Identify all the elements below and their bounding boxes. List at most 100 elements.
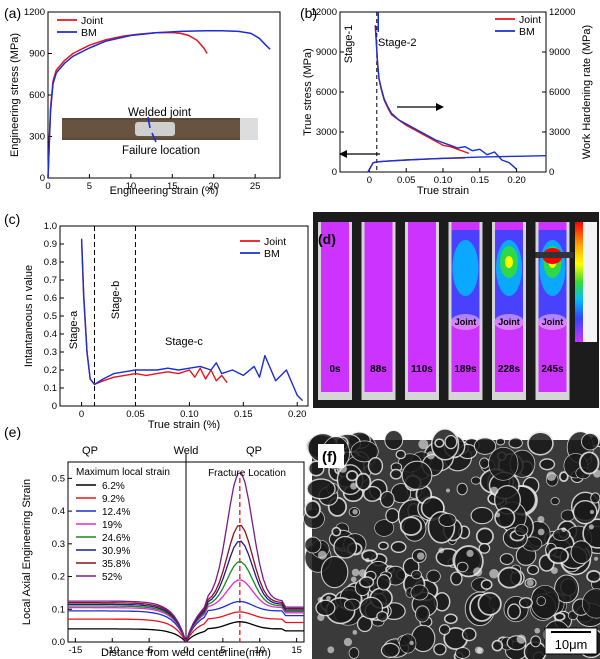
y-tick-label: 1200 <box>24 7 45 18</box>
dic-strain-field <box>321 222 349 392</box>
dimple <box>376 574 391 591</box>
x-tick-label: 15 <box>291 645 302 656</box>
dimple <box>473 437 497 455</box>
joint-label: Joint <box>498 317 520 327</box>
dimple <box>355 472 372 491</box>
dic-strain-field <box>364 222 393 392</box>
y-tick-label: 6000 <box>316 87 337 98</box>
dic-time-label: 0s <box>329 364 341 375</box>
y-tick-label: 0.1 <box>44 383 57 394</box>
axes-c: 0 0.05 0.10 0.15 0.20 0 0.1 0.2 0.3 0.4 0.5 0.6 0.7 0… <box>44 221 307 420</box>
dimple <box>507 603 521 620</box>
dimple <box>497 566 523 589</box>
x-tick-label: 10 <box>126 181 137 192</box>
legend-label: Joint <box>264 236 286 248</box>
stage-a-label: Stage-a <box>68 310 80 349</box>
dic-time-label: 245s <box>541 364 564 375</box>
x-tick-label: 0 <box>183 645 188 656</box>
y-tick-label: 0 <box>332 167 337 178</box>
dimple <box>306 478 336 500</box>
panel-label-d: (d) <box>318 231 336 247</box>
dimple <box>455 647 471 659</box>
dimple <box>426 569 441 583</box>
legend-label: 6.2% <box>102 481 125 492</box>
x-tick-label: -10 <box>105 645 119 656</box>
y-right-tick-label: 3000 <box>549 127 570 138</box>
axes-e: -15 -10 -5 0 5 10 15 0.0 0.1 0.2 0.3 0.4 0.5 6.2% 9.2%… <box>52 454 304 656</box>
x-tick-label: 0 <box>367 175 372 186</box>
y-tick-label: 0.0 <box>52 637 65 648</box>
panel-e: (e) -15 -10 -5 0 5 10 15 0.0 0.1 0.2 0.3 0.4 0.5 6.2%… <box>4 424 305 659</box>
dimple <box>590 492 600 504</box>
dimple <box>581 432 600 451</box>
y-tick-label: 0.7 <box>44 275 57 286</box>
panel-label-a: (a) <box>4 5 21 21</box>
dimple <box>480 579 493 590</box>
dimple <box>461 627 477 642</box>
legend-label: 9.2% <box>102 494 125 505</box>
dimple <box>450 571 463 586</box>
dimple <box>377 541 389 551</box>
joint-label: Joint <box>455 317 477 327</box>
arrow-welded-joint <box>147 116 151 129</box>
dimple <box>434 438 445 448</box>
y-right-tick-label: 0 <box>549 167 554 178</box>
dimple <box>433 643 447 656</box>
dimple <box>554 574 579 604</box>
y-tick-label: 0.9 <box>44 239 57 250</box>
dimple <box>320 555 349 589</box>
dimple <box>363 485 382 502</box>
top-label-qp-right: QP <box>246 445 262 457</box>
series-line <box>68 472 304 643</box>
dimple <box>399 633 417 654</box>
dimple <box>553 612 566 622</box>
dimple <box>578 451 600 475</box>
stage-b-label: Stage-b <box>110 281 122 320</box>
dimple <box>539 458 556 471</box>
x-tick-label: 5 <box>220 645 225 656</box>
xlabel-c: True strain (%) <box>148 419 220 431</box>
x-tick-label: 15 <box>167 181 178 192</box>
dic-time-label: 110s <box>411 364 433 375</box>
x-tick-label: 0.20 <box>288 409 307 420</box>
x-tick-label: 0.15 <box>471 175 490 186</box>
dimple <box>390 541 407 554</box>
dimple <box>514 524 529 537</box>
dimple <box>499 553 514 565</box>
dimple <box>359 576 375 588</box>
dimple <box>527 431 554 456</box>
series-line-joint <box>80 240 228 386</box>
panel-label-e: (e) <box>4 424 21 440</box>
dimple <box>530 635 542 648</box>
dimple <box>359 596 384 620</box>
y-tick-label: 0.3 <box>44 347 57 358</box>
y-tick-label: 0.5 <box>44 311 57 322</box>
dimple <box>470 506 494 525</box>
scale-bar-label: 10μm <box>555 637 588 652</box>
ylabel-right-b: Work Hardening rate (MPa) <box>581 25 593 159</box>
dimple <box>411 569 422 580</box>
dimple <box>367 456 384 475</box>
y-tick-label: 3000 <box>316 127 337 138</box>
y-tick-label: 0.4 <box>44 329 57 340</box>
y-tick-label: 0 <box>52 401 57 412</box>
dimple <box>536 596 546 606</box>
top-label-qp-left: QP <box>82 445 98 457</box>
dimple <box>456 561 469 573</box>
legend-label: 52% <box>102 572 122 583</box>
dimple <box>475 527 494 546</box>
dimple <box>582 588 600 619</box>
legend-label: BM <box>264 248 280 260</box>
ylabel-e: Local Axial Engineering Strain <box>21 479 33 625</box>
dimple <box>350 440 379 463</box>
panel-c: (c) 0 0.05 0.10 0.15 0.20 0 0.1 0.2 0.3 0.4 0.5 0.6… <box>4 211 309 431</box>
y-tick-label: 900 <box>29 49 45 60</box>
dimple <box>570 540 593 564</box>
y-tick-label: 0.3 <box>52 539 65 550</box>
stage-c-label: Stage-c <box>165 336 203 348</box>
dimple <box>438 624 451 636</box>
dimple <box>304 536 322 554</box>
x-tick-label: 0.10 <box>180 409 199 420</box>
